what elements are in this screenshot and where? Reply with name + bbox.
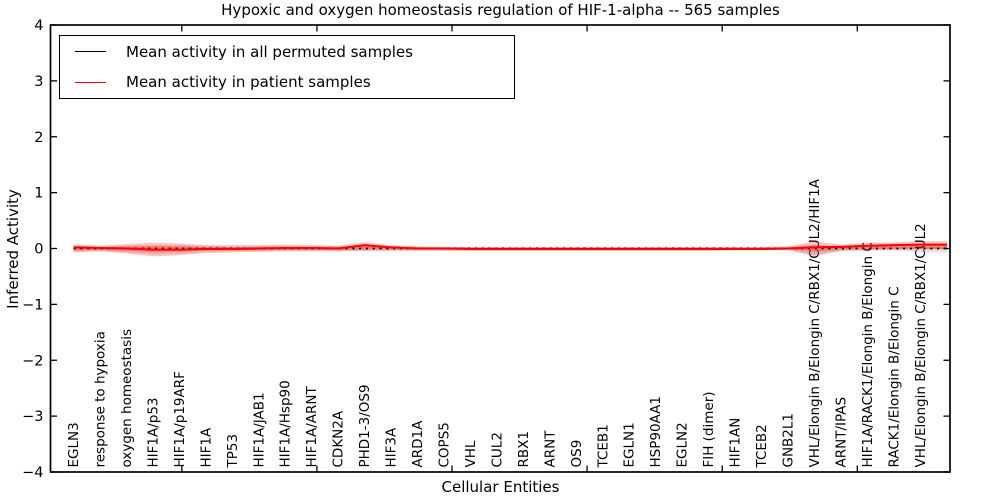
x-category-label: EGLN1 <box>622 422 638 467</box>
x-category-label: oxygen homeostasis <box>119 329 135 468</box>
legend: Mean activity in all permuted samples Me… <box>59 35 515 99</box>
x-category-label: TCEB1 <box>595 424 611 468</box>
x-category-label: HIF1A/ARNT <box>304 386 320 468</box>
y-tick-label: 4 <box>34 18 43 34</box>
y-tick-label: 3 <box>34 74 43 90</box>
legend-entry-permuted: Mean activity in all permuted samples <box>60 37 514 66</box>
x-category-label: PHD1-3/OS9 <box>357 384 373 467</box>
x-axis-label: Cellular Entities <box>441 478 560 496</box>
x-category-label: RACK1/Elongin B/Elongin C <box>886 286 902 467</box>
x-category-label: VHL/Elongin B/Elongin C/RBX1/CUL2/HIF1A <box>807 178 823 467</box>
y-axis-label: Inferred Activity <box>4 189 22 309</box>
x-category-label: HIF1A/Hsp90 <box>278 380 294 467</box>
y-tick-label: −4 <box>22 465 43 481</box>
chart-title: Hypoxic and oxygen homeostasis regulatio… <box>221 1 780 19</box>
legend-label-permuted: Mean activity in all permuted samples <box>126 42 413 61</box>
x-category-label: ARD1A <box>410 420 426 468</box>
x-category-label: response to hypoxia <box>93 331 109 467</box>
x-category-label: GNB2L1 <box>780 413 796 468</box>
x-category-label: HIF1A <box>198 427 214 467</box>
y-tick-label: 0 <box>34 242 43 258</box>
x-category-label: COPS5 <box>437 422 453 467</box>
x-category-label: VHL/Elongin B/Elongin C/RBX1/CUL2 <box>913 223 929 467</box>
x-category-label: HIF1A/RACK1/Elongin B/Elongin C <box>860 242 876 467</box>
x-category-label: HSP90AA1 <box>648 396 664 467</box>
x-category-label: CUL2 <box>489 432 505 467</box>
x-category-label: HIF1AN <box>728 418 744 468</box>
x-category-label: HIF1A/p19ARF <box>172 371 188 467</box>
x-category-label: TCEB2 <box>754 424 770 468</box>
x-category-label: EGLN2 <box>675 422 691 467</box>
x-category-label: ARNT <box>542 430 558 468</box>
permuted-line-sample-icon <box>75 51 106 53</box>
y-tick-label: −3 <box>22 409 43 425</box>
x-category-label: RBX1 <box>516 431 532 467</box>
x-category-label: VHL <box>463 440 479 467</box>
y-tick-label: 1 <box>34 186 43 202</box>
x-category-label: OS9 <box>569 440 585 468</box>
x-category-label: HIF1A/JAB1 <box>251 392 267 467</box>
x-category-label: HIF3A <box>384 427 400 467</box>
x-category-label: CDKN2A <box>331 410 347 467</box>
patient-mean-line <box>73 243 947 251</box>
x-category-label: TP53 <box>225 434 241 469</box>
legend-label-patient: Mean activity in patient samples <box>126 73 371 92</box>
x-category-label: EGLN3 <box>66 422 82 467</box>
x-category-label: ARNT/IPAS <box>833 397 849 468</box>
legend-entry-patient: Mean activity in patient samples <box>60 68 514 97</box>
y-tick-label: −1 <box>22 297 43 313</box>
x-category-label: FIH (dimer) <box>701 391 717 467</box>
y-tick-label: −2 <box>22 353 43 369</box>
x-category-label: HIF1A/p53 <box>145 397 161 467</box>
patient-line-sample-icon <box>75 81 106 83</box>
y-tick-label: 2 <box>34 130 43 146</box>
